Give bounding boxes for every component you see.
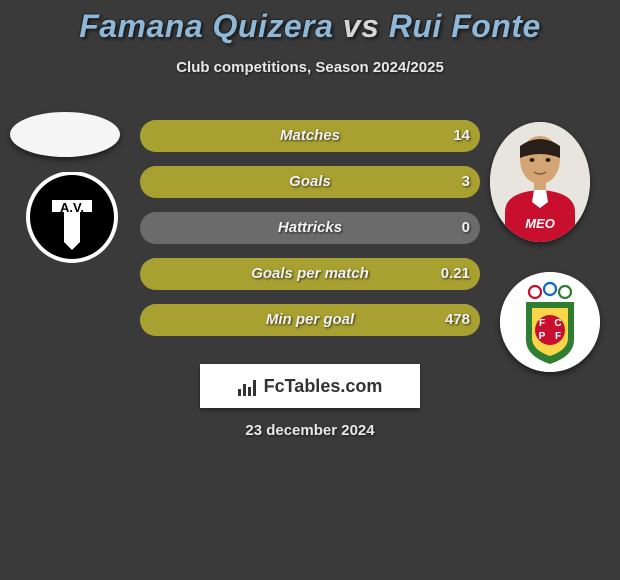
logo-text: FcTables.com	[264, 376, 383, 397]
svg-text:C: C	[554, 318, 561, 329]
player1-avatar	[10, 112, 120, 157]
vs-text: vs	[343, 8, 380, 44]
stat-row: Goals per match 0.21	[140, 258, 480, 290]
svg-text:MEO: MEO	[525, 216, 555, 231]
svg-text:F: F	[539, 318, 545, 329]
svg-text:P: P	[539, 331, 546, 342]
stat-val-right: 0.21	[441, 258, 470, 290]
stat-row: Goals 3	[140, 166, 480, 198]
svg-text:F: F	[555, 331, 561, 342]
comparison-title: Famana Quizera vs Rui Fonte	[0, 0, 620, 45]
bar-chart-icon	[238, 376, 258, 396]
player2-club-badge: F C P F	[500, 272, 600, 372]
player1-club-badge: A.V.	[22, 172, 122, 272]
stat-row: Matches 14	[140, 120, 480, 152]
stat-label: Min per goal	[140, 304, 480, 336]
player2-avatar: MEO	[490, 122, 590, 242]
stat-row: Hattricks 0	[140, 212, 480, 244]
stat-label: Matches	[140, 120, 480, 152]
stat-val-right: 478	[445, 304, 470, 336]
stats-area: Matches 14 Goals 3 Hattricks 0 Goals per…	[140, 120, 480, 350]
stat-val-right: 3	[462, 166, 470, 198]
stat-label: Hattricks	[140, 212, 480, 244]
date-text: 23 december 2024	[0, 422, 620, 439]
stat-row: Min per goal 478	[140, 304, 480, 336]
stat-label: Goals	[140, 166, 480, 198]
svg-text:A.V.: A.V.	[60, 200, 84, 215]
stat-val-right: 14	[453, 120, 470, 152]
stat-label: Goals per match	[140, 258, 480, 290]
player2-name: Rui Fonte	[389, 8, 541, 44]
stat-val-right: 0	[462, 212, 470, 244]
fctables-logo: FcTables.com	[200, 364, 420, 408]
player1-name: Famana Quizera	[79, 8, 333, 44]
subtitle: Club competitions, Season 2024/2025	[0, 59, 620, 76]
